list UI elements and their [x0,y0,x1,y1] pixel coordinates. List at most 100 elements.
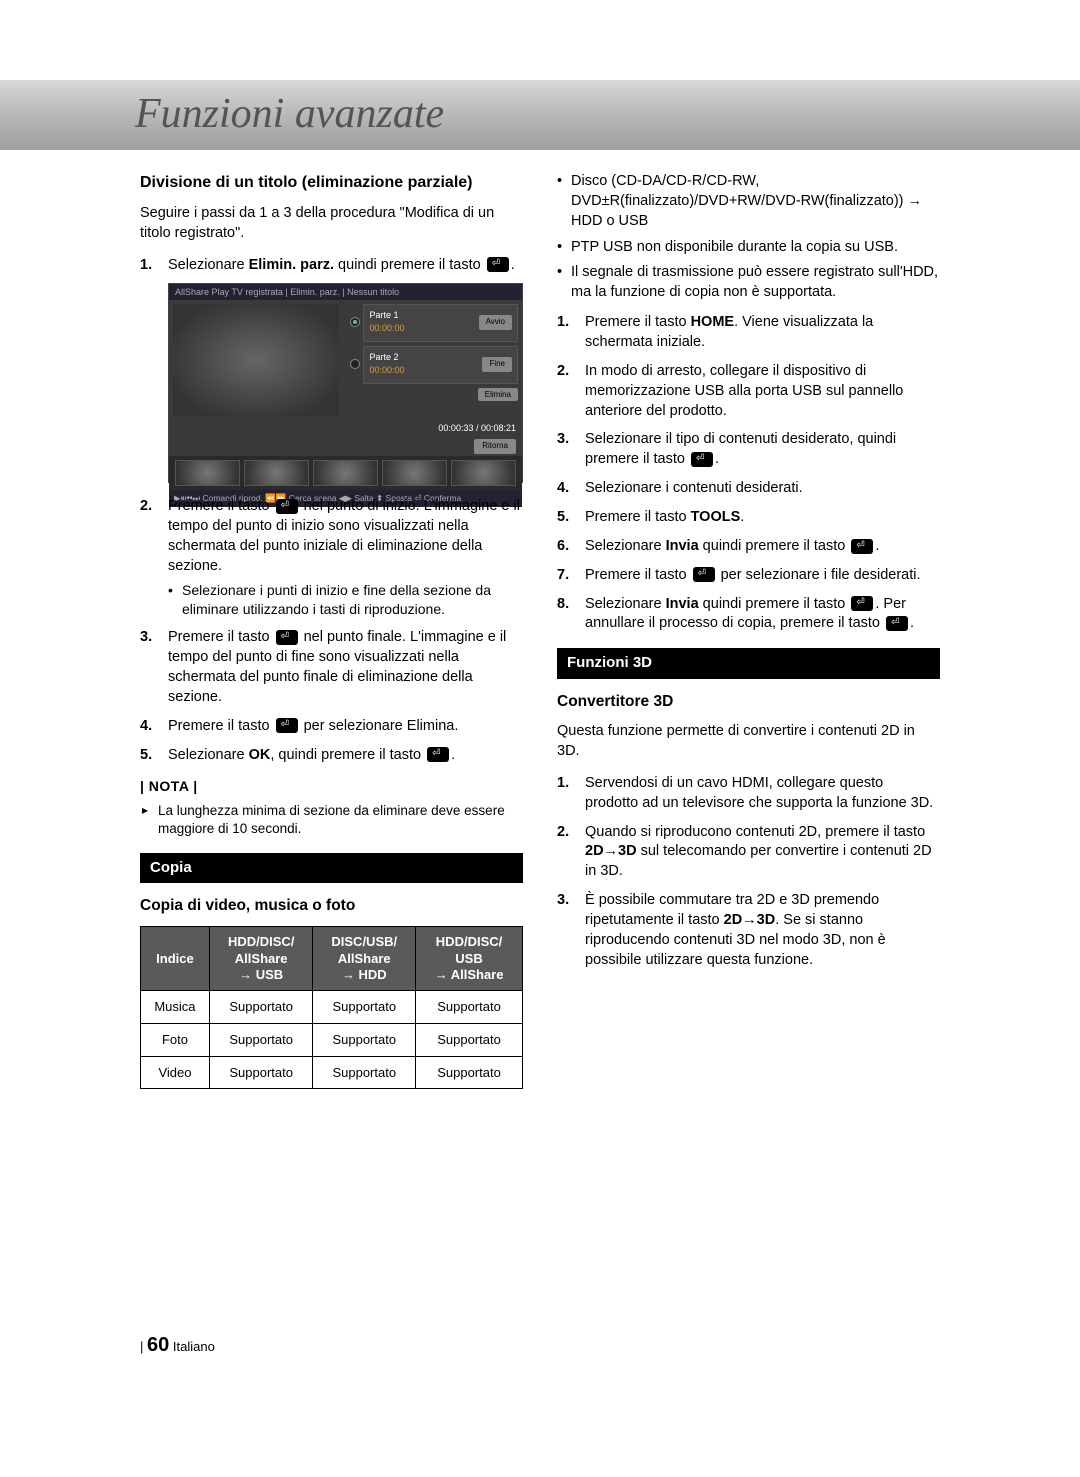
step-text: Premere il tasto [585,314,691,330]
screenshot-topbar: AllShare Play TV registrata | Elimin. pa… [169,284,522,300]
step-8: Selezionare Invia quindi premere il tast… [557,595,940,635]
radio-icon [350,317,360,327]
enter-icon [886,616,908,631]
steps-list-right: Premere il tasto HOME. Viene visualizzat… [557,313,940,634]
video-preview [173,304,339,416]
step-5: Premere il tasto TOOLS. [557,508,940,528]
enter-icon [276,630,298,645]
step-text: Premere il tasto [585,509,691,525]
step-text: , quindi premere il tasto [270,747,425,763]
th-text: Indice [156,951,194,966]
table-cell: Video [141,1056,210,1089]
step-text: quindi premere il tasto [699,596,850,612]
elimina-row: Elimina [363,388,518,402]
table-header: HDD/DISC/USB→ AllShare [416,927,523,991]
page-title: Funzioni avanzate [135,90,1080,138]
step-text: Selezionare [168,747,249,763]
step-text: per selezionare i file desiderati. [717,567,921,583]
bold-term: TOOLS [691,509,741,525]
ui-screenshot: AllShare Play TV registrata | Elimin. pa… [168,283,523,483]
bold-term: Invia [666,538,699,554]
thumbnail [313,460,378,486]
nota-item: La lunghezza minima di sezione da elimin… [140,802,523,839]
nota-label: | NOTA | [140,777,523,796]
enter-icon [691,452,713,467]
thumbnail-strip [169,456,522,490]
table-row: Video Supportato Supportato Supportato [141,1056,523,1089]
enter-icon [427,747,449,762]
step-1: Premere il tasto HOME. Viene visualizzat… [557,313,940,353]
right-column: Disco (CD-DA/CD-R/CD-RW, DVD±R(finalizza… [557,172,940,1089]
step-1: Selezionare Elimin. parz. quindi premere… [140,256,523,484]
table-cell: Supportato [313,1023,416,1056]
sub-bullets: Selezionare i punti di inizio e fine del… [168,581,523,619]
table-row: Musica Supportato Supportato Supportato [141,991,523,1024]
language-label: Italiano [173,1339,215,1354]
radio-icon [350,359,360,369]
time-bar: 00:00:33 / 00:08:21 [169,420,522,436]
page: Funzioni avanzate Divisione di un titolo… [0,0,1080,1477]
thumbnail [451,460,516,486]
enter-icon [851,596,873,611]
bullet-item: Selezionare i punti di inizio e fine del… [168,581,523,619]
step-3: Premere il tasto nel punto finale. L'imm… [140,628,523,707]
step-text: Selezionare il tipo di contenuti desider… [585,431,896,467]
screenshot-side: Parte 1 00:00:00 Avvio Parte 2 00:00:00 … [343,300,522,420]
elimina-button: Elimina [478,388,518,401]
step-2: In modo di arresto, collegare il disposi… [557,362,940,422]
step-4: Premere il tasto per selezionare Elimina… [140,717,523,737]
thumbnail [175,460,240,486]
header-bar: Funzioni avanzate [0,80,1080,150]
copy-table: Indice HDD/DISC/AllShare→ USB DISC/USB/A… [140,926,523,1089]
table-cell: Musica [141,991,210,1024]
table-row: Foto Supportato Supportato Supportato [141,1023,523,1056]
part-1-box: Parte 1 00:00:00 Avvio [363,304,518,342]
part-2-box: Parte 2 00:00:00 Fine [363,346,518,384]
f3d-intro: Questa funzione permette di convertire i… [557,722,940,762]
step-7: Premere il tasto per selezionare i file … [557,566,940,586]
bold-term: 2D→3D [724,912,776,928]
enter-icon [487,257,509,272]
table-header-row: Indice HDD/DISC/AllShare→ USB DISC/USB/A… [141,927,523,991]
avvio-button: Avvio [479,315,512,330]
step-text: Premere il tasto [585,567,691,583]
thumbnail [244,460,309,486]
bold-term: 2D→3D [585,843,637,859]
step-2: Premere il tasto nel punto di inizio. L'… [140,497,523,619]
table-cell: Supportato [416,1023,523,1056]
step-text: Selezionare [585,596,666,612]
return-row: Ritorna [169,437,522,456]
bullet-item: PTP USB non disponibile durante la copia… [557,238,940,258]
screenshot-body: Parte 1 00:00:00 Avvio Parte 2 00:00:00 … [169,300,522,420]
bold-term: OK [249,747,271,763]
bullet-item: Disco (CD-DA/CD-R/CD-RW, DVD±R(finalizza… [557,172,940,232]
bold-term: HOME [691,314,735,330]
bullet-item: Il segnale di trasmissione può essere re… [557,263,940,303]
table-cell: Foto [141,1023,210,1056]
step-text: Selezionare [168,257,249,273]
copia-banner: Copia [140,853,523,884]
step-text: Quando si riproducono contenuti 2D, prem… [585,824,925,840]
step-text: quindi premere il tasto [699,538,850,554]
section-heading: Divisione di un titolo (eliminazione par… [140,172,523,194]
bold-term: Invia [666,596,699,612]
convertitore-heading: Convertitore 3D [557,691,940,712]
step-3: È possibile commutare tra 2D e 3D premen… [557,891,940,970]
table-cell: Supportato [313,1056,416,1089]
table-cell: Supportato [209,1023,313,1056]
bold-term: Elimin. parz. [249,257,334,273]
step-text: sul telecomando per convertire i contenu… [585,843,932,879]
funzioni-3d-banner: Funzioni 3D [557,648,940,679]
parts-wrap: Parte 1 00:00:00 Avvio Parte 2 00:00:00 … [363,304,518,402]
step-4: Selezionare i contenuti desiderati. [557,479,940,499]
step-text: per selezionare Elimina. [300,718,459,734]
step-3: Selezionare il tipo di contenuti desider… [557,430,940,470]
table-cell: Supportato [209,991,313,1024]
step-5: Selezionare OK, quindi premere il tasto … [140,746,523,766]
step-text: Premere il tasto [168,718,274,734]
page-footer: | 60 Italiano [140,1334,215,1357]
steps-list: Selezionare Elimin. parz. quindi premere… [140,256,523,766]
step-text: Premere il tasto [168,498,274,514]
step-text: Premere il tasto [168,629,274,645]
steps-list-3d: Servendosi di un cavo HDMI, collegare qu… [557,774,940,971]
